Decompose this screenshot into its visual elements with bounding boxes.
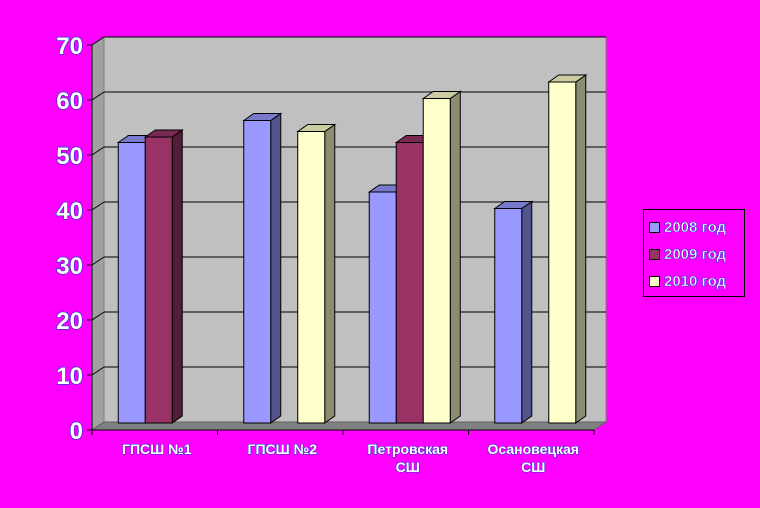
- legend-swatch: [649, 249, 660, 260]
- bar: [395, 142, 424, 424]
- gridline-side: [91, 311, 105, 321]
- x-tick-label: ГПСШ №2: [248, 441, 318, 457]
- y-tick-label: 50: [56, 143, 83, 170]
- x-tick-label: СШ: [396, 459, 420, 475]
- gridline-side: [91, 91, 105, 101]
- y-tick-label: 10: [56, 363, 83, 390]
- bar: [144, 136, 173, 424]
- bar-side: [449, 90, 461, 424]
- bar-side: [575, 74, 587, 424]
- bar: [368, 191, 397, 424]
- legend-item: 2009 год: [644, 241, 744, 268]
- bar: [494, 208, 523, 424]
- bar-side: [521, 200, 533, 424]
- bar-side: [324, 123, 336, 424]
- x-tick-label: Осановецкая: [488, 441, 579, 457]
- bar: [297, 131, 326, 424]
- x-tick-label: СШ: [521, 459, 545, 475]
- y-tick-label: 0: [70, 418, 83, 445]
- gridline-side: [91, 366, 105, 376]
- gridline-side: [91, 201, 105, 211]
- legend-item: 2008 год: [644, 214, 744, 241]
- legend-label: 2009 год: [664, 246, 727, 264]
- legend-label: 2008 год: [664, 219, 727, 237]
- legend-label: 2010 год: [664, 273, 727, 291]
- bar-side: [270, 112, 282, 424]
- bar: [422, 98, 451, 424]
- bar-side: [171, 129, 183, 424]
- y-tick-label: 30: [56, 253, 83, 280]
- chart-legend: 2008 год 2009 год 2010 год: [643, 209, 745, 297]
- bar: [243, 120, 272, 424]
- legend-item: 2010 год: [644, 268, 744, 295]
- y-tick-label: 20: [56, 308, 83, 335]
- y-tick-label: 60: [56, 88, 83, 115]
- bar: [548, 81, 577, 424]
- legend-swatch: [649, 276, 660, 287]
- x-tick-label: ГПСШ №1: [122, 441, 192, 457]
- y-tick-label: 70: [56, 33, 83, 60]
- x-tick-label: Петровская: [367, 441, 448, 457]
- gridline-side: [91, 36, 105, 46]
- bar: [117, 142, 146, 424]
- gridline-side: [91, 146, 105, 156]
- legend-swatch: [649, 222, 660, 233]
- gridline-side: [91, 256, 105, 266]
- y-tick-label: 40: [56, 198, 83, 225]
